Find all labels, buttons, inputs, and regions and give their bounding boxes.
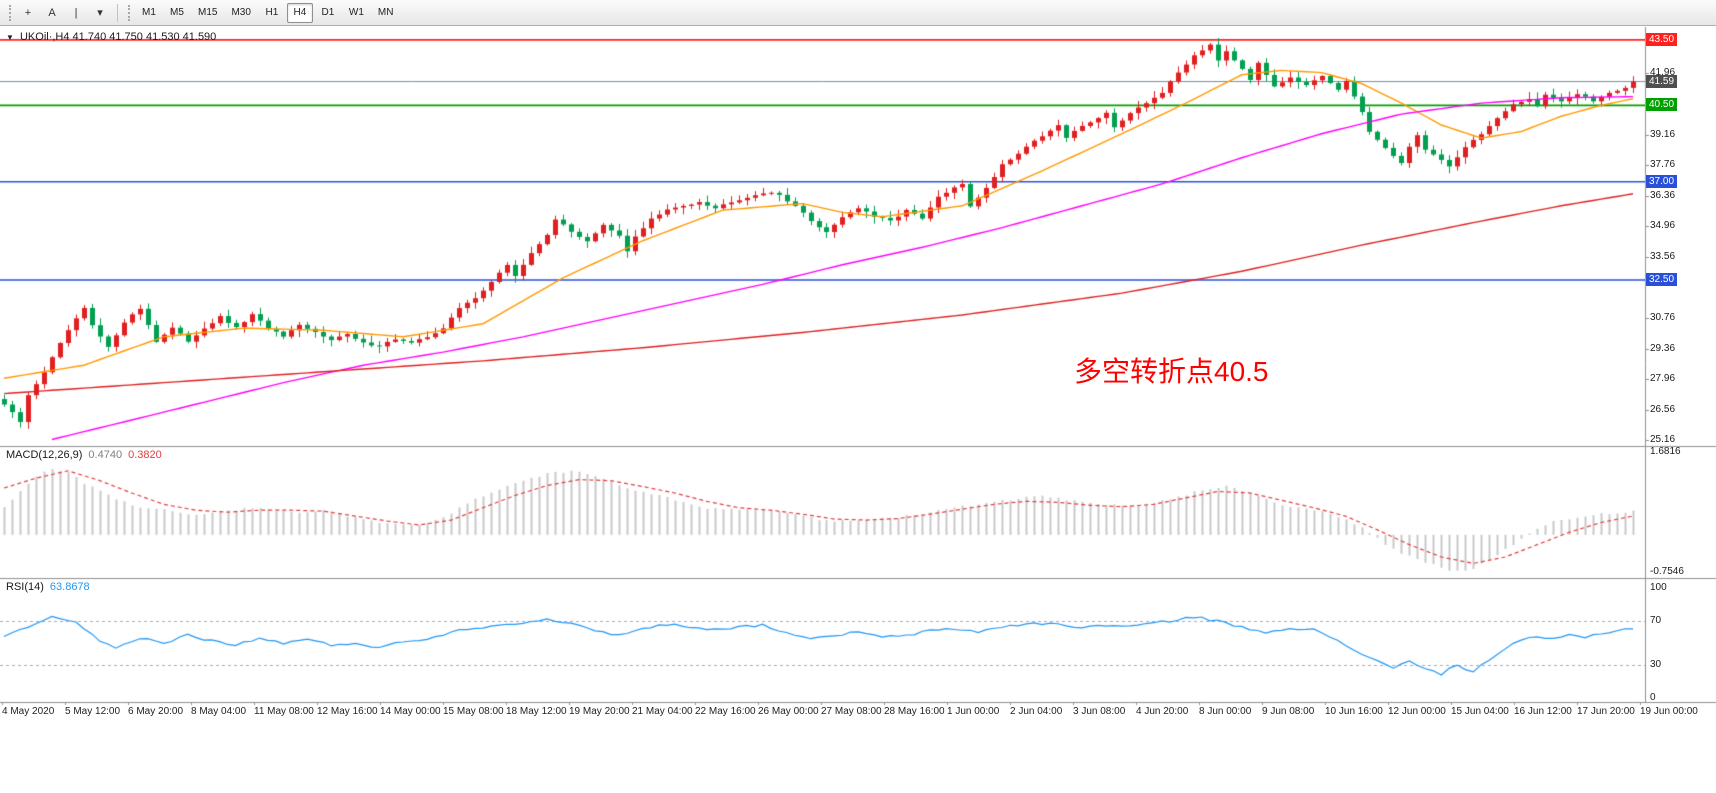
vline-tool-icon: | [74,6,78,19]
symbol-ohlc-text: UKOil·,H4 41.740 41.750 41.530 41.590 [19,31,217,43]
timeframe-m15-button[interactable]: M15 [192,3,223,23]
timeframe-toolbar: M1 M5 M15 M30 H1 H4 D1 W1 MN [135,2,400,23]
text-tool-icon: A [48,6,56,19]
text-tool-button[interactable]: A [41,3,63,23]
macd-name: MACD(12,26,9) [6,449,83,461]
drawing-tools-group: + A | ▾ [16,3,112,23]
timeframe-w1-button[interactable]: W1 [343,3,370,23]
toolbar-gripper[interactable] [9,4,11,21]
objects-dropdown-button[interactable]: ▾ [89,3,111,23]
toolbar-gripper[interactable] [128,4,130,21]
macd-indicator-label: MACD(12,26,9) 0.4740 0.3820 [6,449,162,461]
collapse-triangle-icon[interactable]: ▼ [6,33,14,42]
toolbar: + A | ▾ M1 M5 M15 M30 H1 H4 D1 W1 MN [0,0,1716,26]
timeframe-mn-button[interactable]: MN [372,3,400,23]
rsi-indicator-label: RSI(14) 63.8678 [6,581,90,593]
chart-title: ▼ UKOil·,H4 41.740 41.750 41.530 41.590 [6,31,216,43]
rsi-name: RSI(14) [6,581,44,593]
timeframe-m30-button[interactable]: M30 [225,3,256,23]
toolbar-separator [117,3,118,22]
timeframe-m5-button[interactable]: M5 [164,3,190,23]
objects-dropdown-icon: ▾ [97,7,103,19]
crosshair-tool-icon: + [24,6,32,19]
rsi-value: 63.8678 [49,581,90,593]
crosshair-tool-button[interactable]: + [17,3,39,23]
timeframe-m1-button[interactable]: M1 [136,3,162,23]
timeframe-h4-button[interactable]: H4 [286,2,313,23]
macd-main-value: 0.4740 [88,449,123,461]
macd-signal-value: 0.3820 [128,449,162,461]
vline-tool-button[interactable]: | [65,3,87,23]
timeframe-h1-button[interactable]: H1 [259,3,285,23]
timeframe-d1-button[interactable]: D1 [315,3,341,23]
annotation-text: 多空转折点40.5 [1074,356,1269,387]
